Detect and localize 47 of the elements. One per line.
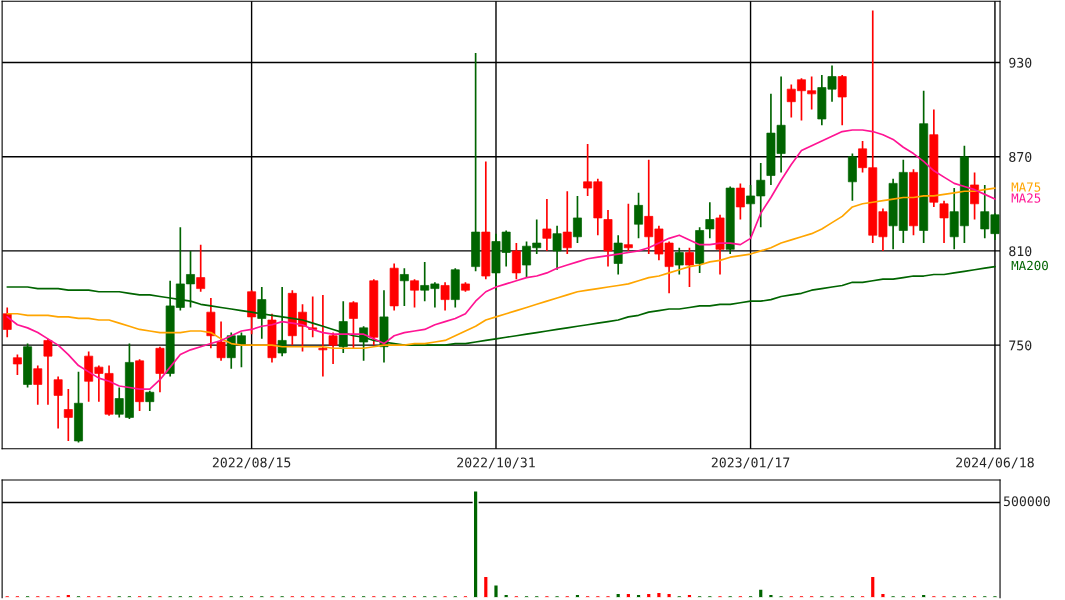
- candlestick: [349, 300, 358, 350]
- candlestick: [511, 242, 521, 281]
- candlestick: [634, 191, 643, 240]
- x-tick-label: 2022/08/15: [212, 457, 291, 469]
- candlestick: [2, 306, 12, 339]
- candlestick: [837, 74, 847, 127]
- series-label: MA75: [1011, 182, 1041, 192]
- candlestick: [63, 388, 73, 442]
- bar: [493, 584, 499, 598]
- bar: [472, 489, 479, 598]
- text: 500000: [1003, 496, 1050, 507]
- bar: [869, 575, 876, 598]
- y-tick-label: 750: [1009, 340, 1032, 351]
- candlestick: [613, 234, 623, 276]
- candlestick: [685, 246, 694, 288]
- x-tick-label: 2024/06/18: [956, 457, 1034, 469]
- candlestick: [573, 195, 582, 244]
- candlestick: [53, 375, 63, 430]
- candlestick: [257, 286, 267, 340]
- candlestick: [735, 182, 745, 221]
- candlestick: [33, 364, 43, 406]
- candlestick: [410, 278, 419, 309]
- series-label: MA200: [1011, 260, 1048, 271]
- candlestick: [674, 246, 684, 276]
- bar: [757, 588, 764, 598]
- candlestick: [196, 243, 206, 293]
- x-tick-label: 2022/10/31: [457, 457, 535, 469]
- y-tick-label: 810: [1009, 246, 1032, 257]
- series-label: MA25: [1011, 193, 1041, 203]
- candlestick: [542, 198, 552, 252]
- candlestick: [12, 353, 22, 376]
- candlestick: [705, 201, 715, 240]
- candlestick: [318, 294, 328, 378]
- candlestick: [939, 199, 949, 244]
- bar: [482, 575, 489, 598]
- candlestick: [562, 190, 572, 255]
- candlestick: [623, 202, 633, 252]
- candlestick: [145, 389, 155, 412]
- x-tick-label: 2023/01/17: [711, 457, 790, 469]
- candlestick: [216, 320, 226, 362]
- y-tick-label: 870: [1009, 151, 1032, 162]
- candlestick: [206, 297, 216, 350]
- candlestick: [552, 224, 562, 271]
- candlestick: [440, 281, 450, 312]
- y-tick-label: 930: [1009, 57, 1032, 68]
- candlestick: [43, 338, 53, 406]
- candlestick: [399, 267, 409, 307]
